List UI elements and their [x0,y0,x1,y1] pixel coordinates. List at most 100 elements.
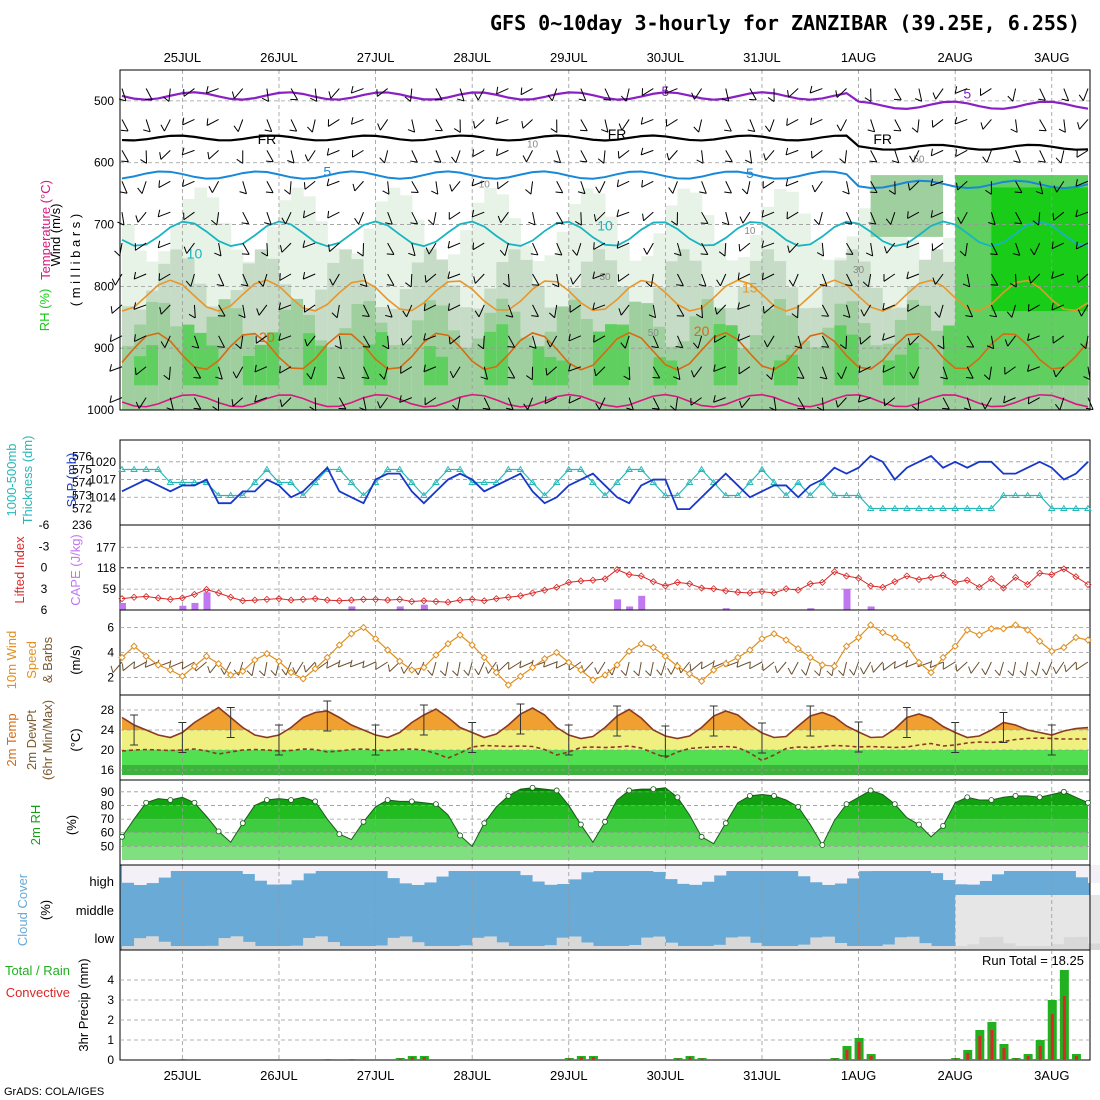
rh-band-3 [858,323,872,410]
upper-barb-staff [1039,88,1046,101]
upper-barb [382,181,390,195]
upper-barb [1058,119,1066,133]
upper-barb-staff [242,211,250,224]
upper-barb-staff [580,212,582,226]
wind10-barb-staff [999,661,1004,676]
rh-band-4 [254,344,268,386]
upper-barb-staff [327,149,340,156]
upper-barb-flag [1053,369,1057,378]
upper-barb [724,119,732,132]
rh-band-3 [170,326,183,410]
li-line [121,568,1089,603]
upper-barb [990,242,998,256]
wind10-barb-staff [1076,661,1089,671]
rh-band-3 [351,303,365,410]
upper-barb-flag [762,181,764,189]
upper-barb-flag [471,209,475,218]
upper-barb-staff [986,150,992,163]
upper-barb-staff [785,149,799,156]
upper-barb-staff [766,335,775,348]
cloud-low-fill [387,937,401,950]
upper-barb-staff [549,335,558,348]
upper-barb-staff [593,335,606,343]
upper-barb [338,397,347,410]
upper-barb [181,147,195,156]
cloud-middle-fill [979,895,992,950]
upper-barb [425,242,437,255]
wind10-point [214,660,223,668]
upper-barb-staff [448,304,461,312]
cloud-high-gap [496,865,509,871]
wind10-point [842,642,851,650]
upper-barb [816,243,825,257]
upper-barb-staff [338,335,342,349]
upper-barb [761,240,775,249]
upper-barb [673,366,681,380]
contour-freezing [121,134,1089,151]
upper-barb-flag [788,279,794,287]
upper-barb-flag [326,148,330,156]
upper-barb-flag [529,345,537,349]
upper-barb-flag [645,281,652,288]
wind10-barb-flag [859,667,865,675]
wind10-barb-flag [871,665,874,673]
li-point [480,597,488,605]
wind10-barb-flag [633,670,640,677]
upper-barb-staff [917,119,920,133]
upper-barb-flag [954,86,958,94]
upper-barb [1014,181,1023,194]
li-tick-1: -3 [39,539,50,553]
upper-barb-staff [595,211,606,222]
upper-barb-staff [507,273,510,288]
wind10-point [552,648,561,657]
upper-barb-flag [724,129,732,132]
rh-point [891,801,898,807]
rh-point [916,821,922,828]
cloud-high-gap [122,865,135,883]
upper-barb [965,366,974,379]
upper-barb-flag [310,97,317,102]
upper-barb-flag [794,345,802,349]
upper-barb-flag [741,188,748,195]
upper-barb-staff [912,150,920,163]
upper-barb-flag [477,344,484,350]
contour-label-6: 5 [746,165,754,181]
wind10-barb-staff [917,661,932,668]
upper-barb-staff [1015,150,1021,163]
wind10-barb-staff [263,661,268,676]
upper-barb-staff [164,335,171,348]
upper-barb-flag [1006,311,1013,318]
cloud-high-gap [580,865,594,873]
upper-barb-staff [821,273,828,287]
upper-barb-flag [930,148,933,156]
upper-barb-flag [499,249,506,256]
upper-barb [617,149,630,159]
upper-barb-flag [474,93,479,101]
cloud-low-fill [943,946,956,950]
upper-barb [379,366,389,380]
cloud-high-gap [278,865,292,885]
upper-barb-flag [696,159,704,164]
wind10-barb-flag [439,670,446,677]
wind10-point [251,656,259,664]
upper-barb-flag [448,212,450,220]
upper-barb-staff [242,273,249,287]
upper-barb [882,333,895,341]
wind10-barb-staff [195,661,207,672]
li-point [541,586,549,594]
upper-barb [620,335,630,349]
label-precip: 3hr Precip (mm) [76,958,91,1051]
upper-barb [932,273,944,285]
upper-barb-flag [183,212,185,220]
upper-barb-flag [522,155,527,163]
date-top-7: 1AUG [841,50,876,65]
cloud-low-fill [134,938,147,950]
upper-barb [907,211,920,219]
wind10-barb [519,660,533,669]
upper-barb [160,119,171,132]
upper-barb [326,178,340,187]
wind10-barb-staff [467,661,473,676]
upper-barb [965,304,973,318]
wind10-point [794,645,802,653]
upper-barb [664,86,678,94]
